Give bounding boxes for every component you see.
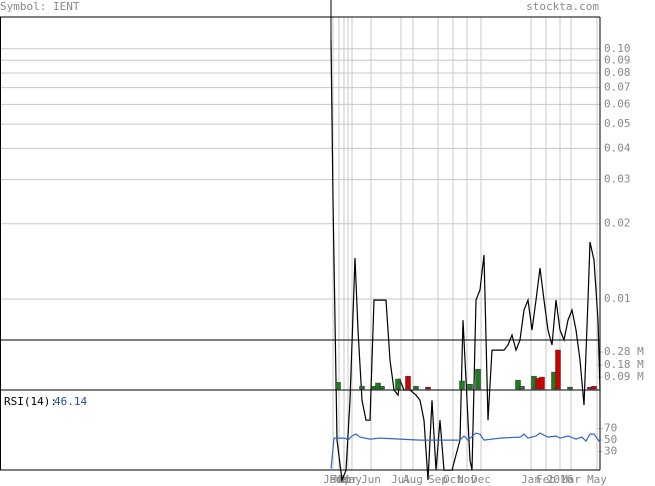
x-tick-label: Mar — [561, 473, 581, 486]
x-tick-label: Dec — [471, 473, 491, 486]
volume-bar — [567, 386, 573, 390]
x-tick-label: Jan — [521, 473, 541, 486]
rsi-value: 46.14 — [54, 395, 87, 408]
volume-bar — [395, 378, 401, 390]
y-tick-label: 30 — [604, 445, 617, 458]
volume-bar — [515, 379, 521, 390]
volume-bar — [379, 386, 385, 390]
y-tick-label: 0.10 — [604, 42, 631, 55]
volume-bar — [359, 386, 365, 390]
y-tick-label: 0.04 — [604, 141, 631, 154]
volume-bar — [519, 386, 525, 390]
x-tick-label: Nov — [457, 473, 477, 486]
x-tick-label: Aug — [403, 473, 423, 486]
x-tick-label: Feb — [536, 473, 556, 486]
volume-bar — [539, 376, 545, 390]
x-tick-label: May — [587, 473, 607, 486]
y-tick-label: 0.08 — [604, 66, 631, 79]
y-tick-label: 0.09 — [604, 53, 631, 66]
volume-bar — [591, 386, 597, 390]
y-tick-label: 0.07 — [604, 81, 631, 94]
y-tick-label: 0.18 M — [604, 358, 644, 371]
grid — [0, 17, 603, 470]
y-tick-label: 0.09 M — [604, 370, 644, 383]
volume-bar — [425, 386, 431, 390]
series-line — [330, 39, 601, 483]
rsi-label: RSI(14): — [4, 395, 57, 408]
series-line — [330, 432, 601, 469]
y-tick-label: 0.03 — [604, 173, 631, 186]
volume-bar — [475, 368, 481, 390]
x-tick-label: Jun — [361, 473, 381, 486]
y-tick-label: 50 — [604, 433, 617, 446]
x-tick-label: May — [342, 473, 362, 486]
volume-bar — [335, 382, 341, 390]
volume-bar — [405, 375, 411, 390]
x-tick-label: Jan — [323, 473, 343, 486]
x-tick-label: Oct — [443, 473, 463, 486]
volume-bar — [413, 386, 419, 390]
y-tick-label: 0.06 — [604, 97, 631, 110]
y-tick-label: 0.02 — [604, 217, 631, 230]
volume-bar — [555, 349, 561, 390]
y-tick-label: 0.28 M — [604, 345, 644, 358]
x-tick-label: Sep — [428, 473, 448, 486]
symbol: Symbol: IENT — [0, 0, 80, 13]
x-tick-label: 2016 — [547, 473, 574, 486]
volume-bar — [467, 383, 473, 390]
volume-bar — [459, 380, 465, 390]
y-tick-label: 0.05 — [604, 117, 631, 130]
x-tick-label: Jul — [391, 473, 411, 486]
x-tick-label: Mar — [334, 473, 354, 486]
y-tick-label: 70 — [604, 422, 617, 435]
y-tick-label: 0.01 — [604, 292, 631, 305]
volume-bar — [375, 382, 381, 390]
site: stockta.com — [526, 0, 599, 13]
